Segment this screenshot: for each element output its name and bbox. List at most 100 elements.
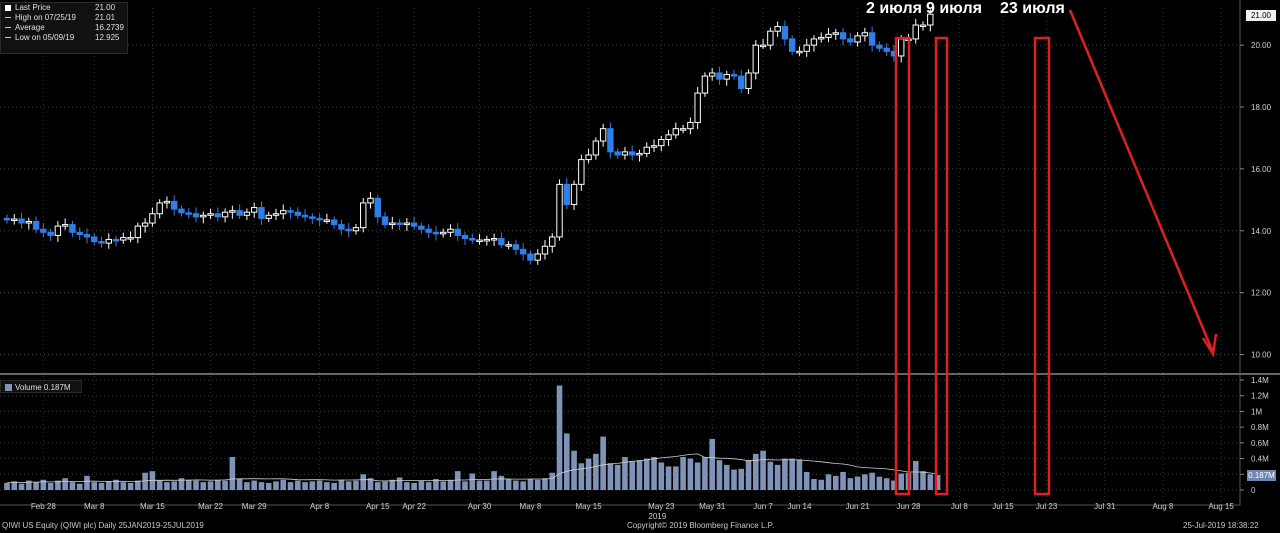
volume-bar — [40, 479, 47, 490]
candle-body — [83, 233, 91, 238]
candle-body — [796, 50, 803, 54]
candle-body — [788, 38, 796, 52]
volume-bar — [796, 459, 803, 490]
volume-bar — [215, 479, 221, 490]
volume-bar — [200, 482, 207, 490]
volume-bar — [69, 482, 76, 490]
candle-body — [236, 210, 243, 216]
volume-bar — [389, 479, 396, 490]
candle-body — [221, 211, 229, 218]
candle-body — [665, 134, 672, 140]
volume-bar — [476, 480, 483, 490]
date-tick-label: Mar 22 — [198, 502, 223, 511]
volume-bar — [803, 471, 810, 490]
candle-body — [854, 35, 861, 43]
volume-bar — [353, 480, 359, 490]
volume-bar — [120, 482, 127, 490]
candle-body — [527, 253, 534, 261]
volume-bar — [447, 479, 454, 490]
candle-body — [476, 239, 483, 243]
candle-body — [505, 244, 512, 247]
date-tick-label: Jul 23 — [1036, 502, 1058, 511]
candle-body — [810, 38, 818, 46]
volume-bar — [658, 462, 665, 490]
footer-timestamp: 25-Jul-2019 18:38:22 — [1183, 521, 1259, 530]
volume-bar — [825, 474, 832, 490]
volume-bar — [782, 458, 788, 490]
candle-body — [708, 72, 716, 77]
candle-body — [832, 32, 839, 35]
candle-body — [563, 183, 570, 205]
volume-bar — [585, 458, 592, 490]
candle-body — [629, 151, 636, 156]
candle-body — [98, 241, 105, 244]
volume-bar — [731, 469, 737, 490]
candle-body — [352, 227, 360, 232]
date-tick-label: Apr 30 — [468, 502, 492, 511]
candle-body — [927, 13, 934, 26]
date-tick-label: May 8 — [520, 502, 542, 511]
candle-body — [658, 138, 665, 147]
trend-arrow-line — [1068, 9, 1214, 351]
candle-body — [687, 121, 694, 130]
candle-body — [171, 200, 178, 210]
candle-body — [330, 219, 338, 226]
candle-body — [745, 72, 752, 89]
volume-bar — [433, 479, 439, 490]
candle-body — [534, 253, 541, 261]
candle-body — [69, 224, 76, 233]
candle-body — [919, 24, 927, 28]
annotation-jul-9: 9 июля — [926, 0, 982, 17]
volume-bar — [920, 471, 926, 490]
date-tick-label: Jun 7 — [753, 502, 773, 511]
price-tick-label: 18.00 — [1251, 103, 1272, 112]
price-tick-label: 20.00 — [1251, 41, 1272, 50]
candle-body — [636, 152, 643, 156]
volume-bar — [280, 479, 287, 490]
candle-body — [156, 202, 163, 215]
volume-bar — [265, 482, 272, 490]
volume-bar — [309, 481, 316, 490]
candle-body — [585, 154, 592, 161]
volume-bar — [396, 477, 403, 490]
candle-body — [876, 44, 883, 49]
candle-body — [781, 26, 789, 40]
date-tick-label: Jun 28 — [896, 502, 921, 511]
volume-bar — [222, 480, 228, 490]
candle-body — [178, 208, 185, 214]
volume-bar — [33, 482, 39, 490]
candle-body — [883, 47, 890, 52]
volume-bar — [62, 478, 68, 490]
volume-bar — [26, 480, 32, 490]
volume-bar — [563, 433, 570, 490]
candle-body — [643, 146, 650, 154]
candle-body — [621, 151, 629, 156]
high-marker-icon — [5, 17, 11, 18]
candle-body — [403, 222, 411, 226]
volume-bar — [462, 481, 468, 490]
volume-bar — [542, 478, 548, 490]
candle-body — [498, 238, 505, 246]
date-tick-label: Mar 8 — [84, 502, 105, 511]
candle-body — [599, 128, 607, 142]
volume-bar — [738, 468, 745, 490]
candle-body — [483, 238, 491, 242]
candle-body — [127, 237, 134, 240]
candle-body — [54, 225, 62, 236]
candle-body — [61, 224, 69, 227]
legend-row-last-price: Last Price 21.00 — [1, 3, 127, 13]
candle-body — [141, 222, 149, 227]
volume-bar — [454, 471, 461, 490]
legend-value: 21.01 — [95, 13, 116, 22]
candle-body — [301, 214, 309, 218]
highlight-box — [934, 36, 949, 496]
volume-bar — [338, 479, 345, 490]
candle-body — [294, 211, 302, 216]
volume-bar — [869, 472, 875, 490]
volume-bar — [207, 481, 214, 490]
volume-bar — [745, 460, 752, 490]
date-tick-label: May 15 — [575, 502, 602, 511]
last-price-badge: 21.00 — [1246, 10, 1276, 21]
volume-bar — [55, 480, 61, 490]
date-tick-label: Jun 21 — [846, 502, 871, 511]
